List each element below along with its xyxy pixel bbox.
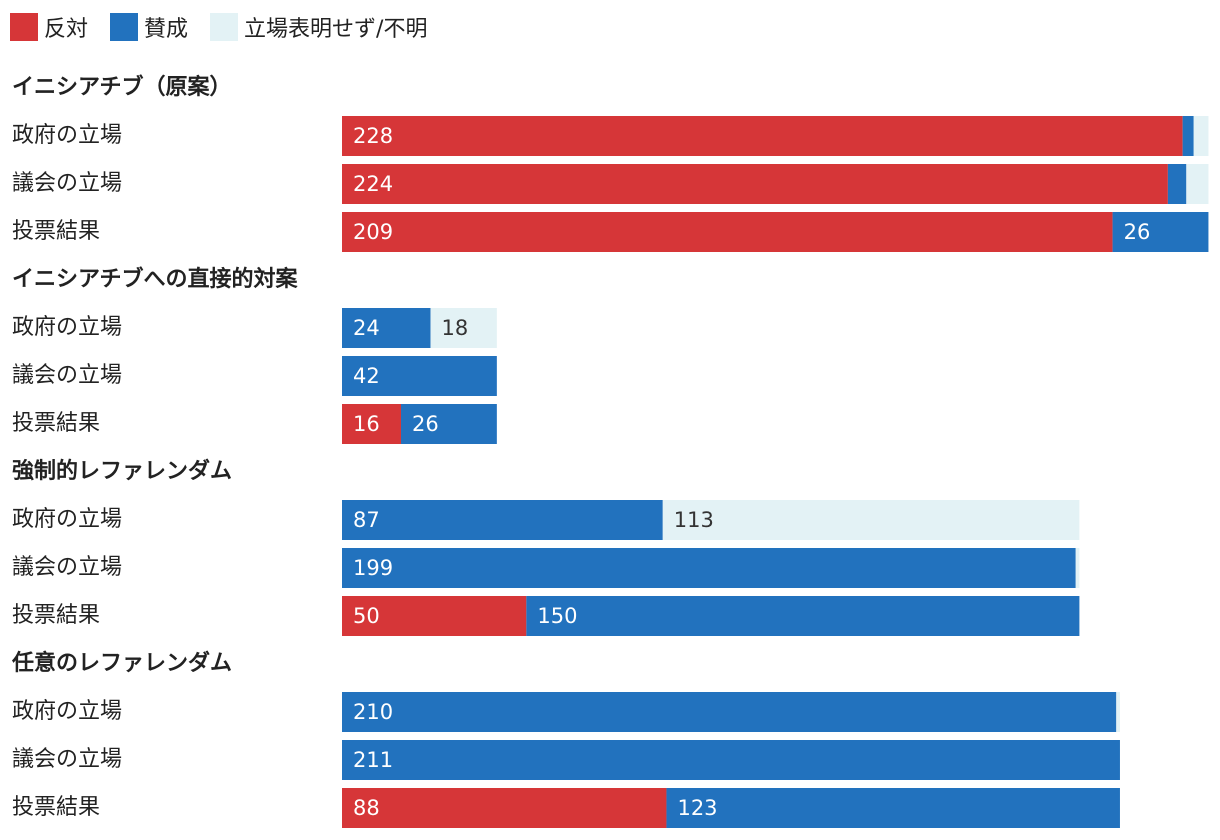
bar-segment-support: [342, 740, 1120, 780]
row-label: 投票結果: [12, 411, 100, 436]
bar-segment-support: [1167, 164, 1187, 204]
row-label: 政府の立場: [12, 699, 122, 724]
bar-value-label-support: 211: [353, 748, 393, 772]
group-title: イニシアチブ（原案）: [12, 74, 232, 100]
legend-item-none: 立場表明せず/不明: [210, 11, 427, 43]
bar-segment-support: [1182, 116, 1194, 156]
bar-segment-support: [342, 356, 497, 396]
group-title: 強制的レファレンダム: [12, 458, 232, 484]
bar-segment-support: [342, 500, 663, 540]
legend-swatch-oppose: [10, 13, 38, 41]
row-label: 政府の立場: [12, 315, 122, 340]
row-label: 議会の立場: [12, 747, 122, 772]
bar-segment-oppose: [342, 164, 1168, 204]
bar-value-label-support: 199: [353, 556, 393, 580]
bar-segment-oppose: [342, 404, 401, 444]
bar-segment-oppose: [342, 788, 667, 828]
bar-segment-support: [342, 308, 431, 348]
bar-segment-support: [342, 692, 1117, 732]
bar-value-label-oppose: 228: [353, 124, 393, 148]
legend-label-oppose: 反対: [44, 17, 89, 42]
row-label: 投票結果: [12, 795, 100, 820]
bar-value-label-support: 123: [677, 796, 717, 820]
row-label: 議会の立場: [12, 555, 122, 580]
bar-value-label-oppose: 224: [353, 172, 393, 196]
bar-segment-none: [1186, 164, 1209, 204]
bar-value-label-oppose: 16: [353, 412, 380, 436]
row-label: 政府の立場: [12, 507, 122, 532]
row-label: 投票結果: [12, 219, 100, 244]
bar-value-label-support: 150: [537, 604, 577, 628]
bar-segment-none: [662, 500, 1080, 540]
group-title: 任意のレファレンダム: [11, 650, 232, 676]
bar-value-label-oppose: 50: [353, 604, 380, 628]
bar-value-label-oppose: 209: [353, 220, 393, 244]
bar-segment-oppose: [342, 212, 1113, 252]
bar-segment-none: [1116, 692, 1120, 732]
bar-value-label-none: 113: [674, 508, 714, 532]
bar-segment-support: [666, 788, 1120, 828]
bar-value-label-support: 26: [1124, 220, 1151, 244]
row-label: 議会の立場: [12, 363, 122, 388]
bar-value-label-support: 210: [353, 700, 393, 724]
bar-value-label-support: 24: [353, 316, 380, 340]
row-label: 投票結果: [12, 603, 100, 628]
bar-segment-support: [342, 548, 1076, 588]
row-label: 政府の立場: [12, 123, 122, 148]
legend-item-oppose: 反対: [10, 11, 88, 43]
legend: 反対 賛成 立場表明せず/不明: [10, 12, 449, 42]
legend-label-none: 立場表明せず/不明: [244, 17, 428, 42]
bar-segment-support: [400, 404, 497, 444]
legend-item-support: 賛成: [110, 11, 188, 43]
bar-value-label-support: 87: [353, 508, 380, 532]
bar-segment-none: [1075, 548, 1080, 588]
group-title: イニシアチブへの直接的対案: [12, 266, 299, 292]
bar-segment-none: [430, 308, 497, 348]
legend-swatch-support: [110, 13, 139, 41]
row-label: 議会の立場: [12, 171, 122, 196]
bar-segment-support: [526, 596, 1080, 636]
bar-segment-none: [1193, 116, 1209, 156]
legend-swatch-none: [210, 13, 239, 41]
bar-segment-oppose: [342, 596, 527, 636]
legend-label-support: 賛成: [144, 17, 189, 42]
bar-value-label-oppose: 88: [353, 796, 380, 820]
bar-value-label-support: 42: [353, 364, 380, 388]
bar-segment-oppose: [342, 116, 1183, 156]
bar-value-label-none: 18: [441, 316, 468, 340]
bar-value-label-support: 26: [412, 412, 439, 436]
bar-segment-support: [1112, 212, 1209, 252]
